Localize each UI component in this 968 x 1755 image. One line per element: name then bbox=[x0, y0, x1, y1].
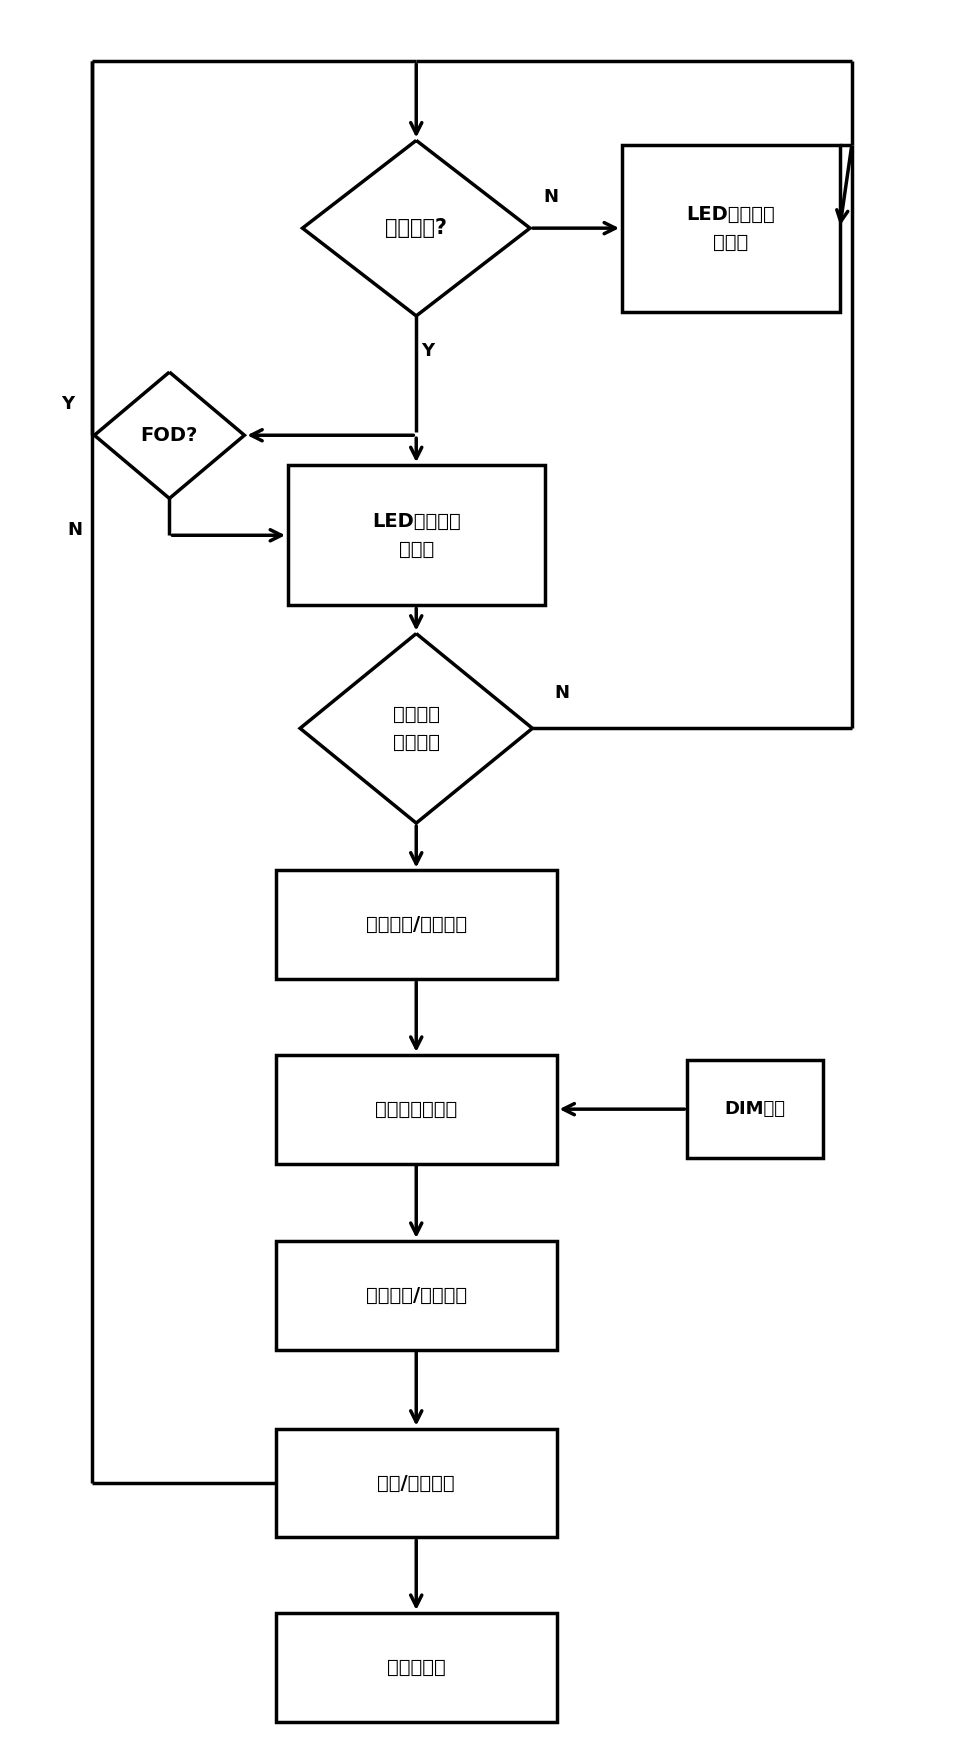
Bar bbox=[276, 1055, 557, 1164]
Text: FOD?: FOD? bbox=[140, 426, 198, 444]
Bar bbox=[276, 1241, 557, 1350]
Text: LED状态正常: LED状态正常 bbox=[372, 512, 461, 530]
Text: LED状态报错: LED状态报错 bbox=[686, 205, 775, 223]
Bar bbox=[687, 1060, 823, 1158]
Text: Y: Y bbox=[61, 395, 74, 412]
Text: Y: Y bbox=[421, 342, 435, 360]
Bar bbox=[276, 1613, 557, 1722]
Bar bbox=[276, 1429, 557, 1537]
Bar bbox=[276, 870, 557, 979]
Text: 正常工作: 正常工作 bbox=[393, 734, 439, 751]
Text: 上电正常?: 上电正常? bbox=[385, 218, 447, 239]
Text: 输出电流/电压采体: 输出电流/电压采体 bbox=[366, 1286, 467, 1304]
Bar bbox=[621, 146, 839, 312]
Text: 逃变、谐振电路: 逃变、谐振电路 bbox=[376, 1100, 457, 1118]
Text: N: N bbox=[68, 521, 82, 539]
Text: DIM调光: DIM调光 bbox=[724, 1100, 786, 1118]
Text: 亮红灯: 亮红灯 bbox=[713, 233, 748, 251]
Text: 过流/过压检测: 过流/过压检测 bbox=[378, 1474, 455, 1492]
Text: 亮绻灯: 亮绻灯 bbox=[399, 541, 434, 558]
Bar bbox=[288, 465, 544, 605]
Text: 建立通信: 建立通信 bbox=[393, 706, 439, 723]
Text: 输入电流/电压采样: 输入电流/电压采样 bbox=[366, 916, 467, 934]
Text: N: N bbox=[554, 684, 569, 702]
Text: N: N bbox=[544, 188, 559, 205]
Text: 发送电磁波: 发送电磁波 bbox=[387, 1658, 445, 1676]
